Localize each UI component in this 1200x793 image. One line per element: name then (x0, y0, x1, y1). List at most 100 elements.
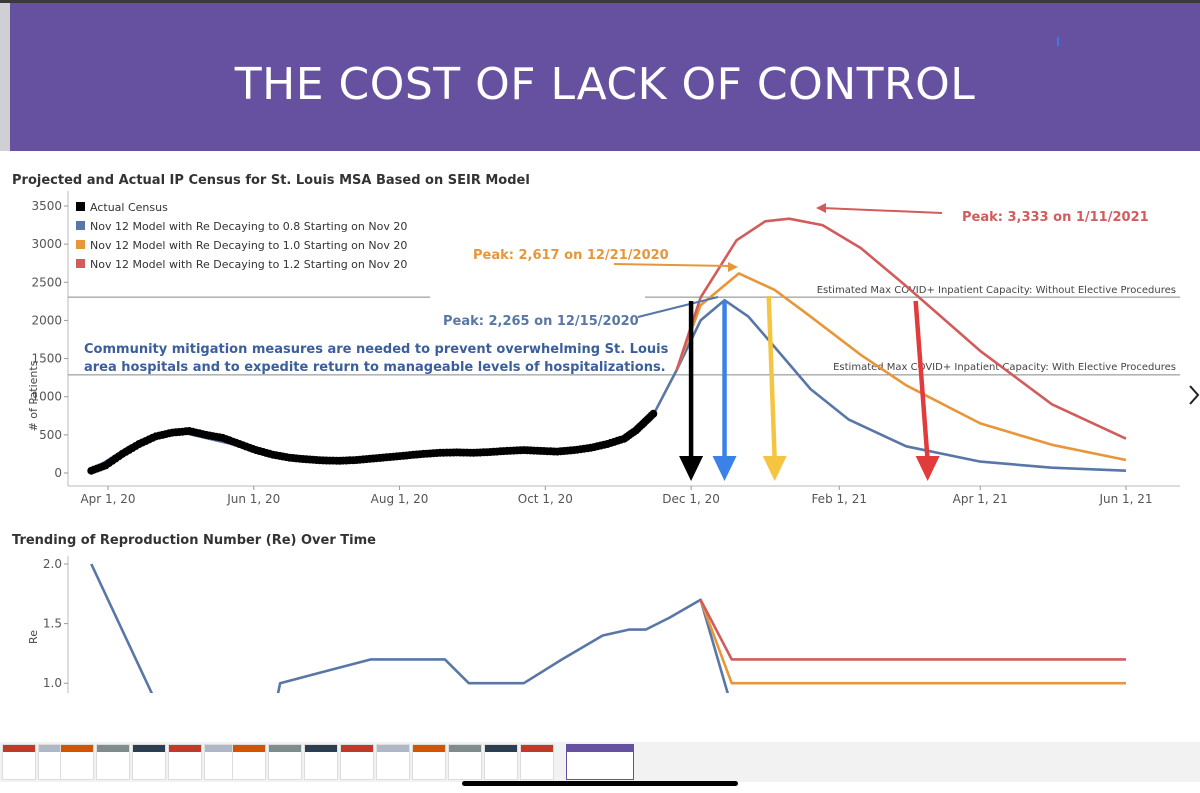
thumbnail-band (485, 745, 517, 752)
drawn-arrow-head (915, 456, 940, 481)
peak-pointer-head (816, 203, 826, 213)
x-tick-label: Dec 1, 20 (662, 492, 720, 506)
y-tick-label: 3000 (31, 237, 62, 251)
drawn-arrow-head (762, 456, 787, 481)
capacity-label-without-elective: Estimated Max COVID+ Inpatient Capacity:… (817, 285, 1176, 296)
thumbnail-band (521, 745, 553, 752)
slide-thumbnail[interactable] (60, 744, 94, 780)
x-tick-label: Jun 1, 21 (1098, 492, 1152, 506)
peak-pointer-1-2 (821, 207, 943, 214)
series-line-3 (675, 217, 1127, 440)
peak-pointer-head (728, 262, 738, 272)
mitigation-note-line-1: Community mitigation measures are needed… (84, 342, 669, 357)
y-tick-label: 0 (54, 466, 62, 480)
thumbnail-band (341, 745, 373, 752)
chevron-right-icon[interactable] (1188, 380, 1200, 410)
top-chart-axes: 0 500 1000 1500 2000 2500 3000 3500 Apr 1, 20 Jun… (31, 191, 1180, 506)
peak-label-1-0: Peak: 2,617 on 12/21/2020 (473, 248, 669, 263)
peak-label-0-8: Peak: 2,265 on 12/15/2020 (443, 314, 639, 329)
re-series-line-2 (699, 599, 1126, 685)
x-tick-label: Oct 1, 20 (518, 492, 573, 506)
re-chart-axes: 1.0 1.5 2.0 (43, 556, 69, 693)
slide-thumbnail[interactable] (168, 744, 202, 780)
drawn-arrow-head (679, 456, 704, 481)
slide-thumbnail[interactable] (132, 744, 166, 780)
mitigation-note-line-2: area hospitals and to expedite return to… (84, 360, 666, 375)
thumbnail-band (413, 745, 445, 752)
slide-title: THE COST OF LACK OF CONTROL (234, 59, 976, 110)
capacity-label-with-elective: Estimated Max COVID+ Inpatient Capacity:… (833, 362, 1176, 373)
x-tick-label: Aug 1, 20 (371, 492, 429, 506)
re-chart-title: Trending of Reproduction Number (Re) Ove… (12, 533, 376, 548)
y-tick-label: 3500 (31, 199, 62, 213)
re-y-axis-label: Re (27, 630, 40, 644)
slide-thumbnail[interactable] (304, 744, 338, 780)
thumbnail-band (205, 745, 237, 752)
re-chart-series (90, 563, 1126, 693)
thumbnail-band (133, 745, 165, 752)
y-tick-label: 2500 (31, 275, 62, 289)
drawn-arrow-shaft (913, 300, 930, 462)
y-tick-label: 1000 (31, 390, 62, 404)
legend-label: Nov 12 Model with Re Decaying to 1.2 Sta… (90, 258, 407, 271)
thumbnail-band (97, 745, 129, 752)
actual-census-point (649, 409, 658, 418)
legend-swatch (76, 240, 85, 249)
thumbnail-band (61, 745, 93, 752)
actual-census-dots (87, 409, 658, 475)
y-axis-label: # of Patients (27, 360, 40, 431)
re-series-line-1 (90, 563, 729, 693)
slide-thumbnail[interactable] (566, 744, 634, 780)
legend-swatch (76, 202, 85, 211)
re-y-tick-label: 2.0 (43, 557, 62, 571)
slide-thumbnail[interactable] (96, 744, 130, 780)
slide-thumbnail[interactable] (2, 744, 36, 780)
thumbnail-band (39, 745, 71, 752)
x-tick-label: Apr 1, 20 (80, 492, 135, 506)
re-series-line-3 (699, 599, 1126, 661)
y-tick-label: 500 (39, 428, 62, 442)
y-tick-label: 2000 (31, 313, 62, 327)
slide-thumbnail[interactable] (412, 744, 446, 780)
top-edge (0, 0, 1200, 3)
x-tick-label: Jun 1, 20 (226, 492, 280, 506)
legend-label: Nov 12 Model with Re Decaying to 1.0 Sta… (90, 239, 407, 252)
thumbnail-band (449, 745, 481, 752)
slide-thumbnail[interactable] (376, 744, 410, 780)
chart-area: Projected and Actual IP Census for St. L… (0, 151, 1190, 693)
x-tick-label: Feb 1, 21 (811, 492, 867, 506)
home-indicator[interactable] (462, 781, 738, 786)
thumbnail-band (3, 745, 35, 752)
y-tick-label: 1500 (31, 352, 62, 366)
re-y-tick-label: 1.5 (43, 617, 62, 631)
thumbnail-band (169, 745, 201, 752)
re-y-tick-label: 1.0 (43, 676, 62, 690)
thumbnail-band (305, 745, 337, 752)
legend-swatch (76, 221, 85, 230)
slide-thumbnail[interactable] (268, 744, 302, 780)
chart-title: Projected and Actual IP Census for St. L… (12, 173, 530, 188)
drawn-arrow-head (712, 456, 737, 481)
thumbnail-band (377, 745, 409, 752)
drawn-arrow-shaft (766, 295, 777, 462)
title-banner: THE COST OF LACK OF CONTROL (10, 3, 1200, 151)
peak-pointer-1-0 (613, 263, 731, 267)
drawn-arrows (679, 295, 940, 481)
slide-thumbnail[interactable] (448, 744, 482, 780)
slide-thumbnail[interactable] (340, 744, 374, 780)
annotations: Peak: 3,333 on 1/11/2021 Peak: 2,617 on 1… (84, 203, 1149, 375)
legend-label: Actual Census (90, 201, 168, 214)
slide-thumbnail[interactable] (232, 744, 266, 780)
thumbnail-band (269, 745, 301, 752)
slide-thumbnail[interactable] (520, 744, 554, 780)
legend-swatch (76, 259, 85, 268)
x-tick-label: Apr 1, 21 (953, 492, 1008, 506)
thumbnail-band (567, 745, 633, 752)
legend-label: Nov 12 Model with Re Decaying to 0.8 Sta… (90, 220, 407, 233)
banner-marker (1057, 37, 1059, 46)
capacity-lines: Estimated Max COVID+ Inpatient Capacity:… (68, 285, 1180, 376)
slide: THE COST OF LACK OF CONTROL Projected an… (0, 3, 1200, 693)
slide-thumbnail[interactable] (484, 744, 518, 780)
peak-pointer-0-8 (637, 296, 719, 318)
